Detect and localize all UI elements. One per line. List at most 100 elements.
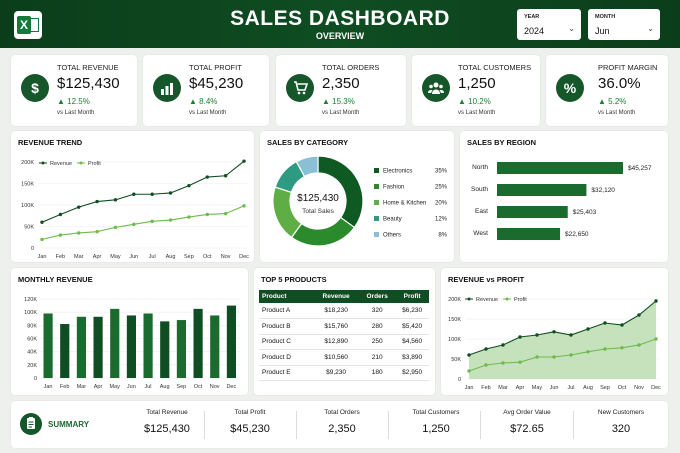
revenue-trend-chart: 0 50K 100K 150K 200K Jan Feb Mar Apr May Jun Jul Aug… [21,159,249,260]
table-cell: $18,230 [324,307,348,314]
data-point [40,220,44,224]
sales-by-region-chart: North $45,257 South $32,120 East $25,403 West $… [471,162,652,240]
data-point [569,333,573,337]
kpi-label: TOTAL REVENUE [57,63,119,72]
bar [43,313,53,378]
legend-label: Profit [514,297,527,303]
bar [226,305,236,378]
chevron-down-icon: ⌄ [568,24,575,33]
bar [76,316,86,378]
data-point [620,323,624,327]
kpi-card-total-orders: TOTAL ORDERS 2,350 ▲ 15.3% vs Last Month [276,55,406,126]
x-tick-label: Sep [176,384,186,390]
panel-title: REVENUE vs PROFIT [448,275,525,284]
summary-item: Total Orders 2,350 [324,409,360,435]
data-point [242,204,246,208]
kpi-label: TOTAL ORDERS [322,63,380,72]
legend-swatch [374,168,379,173]
data-point [518,335,522,339]
y-tick-label: 150K [448,317,461,323]
table-cell: $3,890 [402,353,423,361]
donut-center-label: Total Sales [302,208,334,215]
bar [193,308,203,378]
y-tick-label: 40K [27,350,37,356]
summary-item: Total Profit $45,230 [230,409,270,435]
x-tick-label: Jan [44,384,53,390]
kpi-value: $125,430 [57,75,120,92]
page-subtitle: OVERVIEW [315,31,365,41]
legend-label: Electronics [383,169,412,175]
table-cell: Product B [262,322,291,330]
kpi-card-total-profit: TOTAL PROFIT $45,230 ▲ 8.4% vs Last Mont… [143,55,269,126]
y-tick-label: 20K [27,363,37,369]
data-point [552,355,556,359]
x-tick-label: Jan [465,385,474,391]
x-tick-label: Jul [567,385,574,391]
legend-marker [41,161,45,165]
y-tick-label: 100K [21,203,34,209]
y-tick-label: 80K [27,323,37,329]
x-tick-label: Mar [74,254,84,260]
sales-by-category-chart: Electronics 35% Fashion 25% Home & Kitchen 20… [272,155,448,247]
table-header-row: Product Revenue Orders Profit [259,290,429,303]
top-products-panel: TOP 5 PRODUCTS Product Revenue Orders Pr… [254,268,435,395]
series-line-revenue [468,300,657,356]
series-line-profit [468,338,657,372]
kpi-value: $45,230 [189,75,244,92]
y-tick-label: 0 [458,377,461,383]
kpi-card-total-customers: TOTAL CUSTOMERS 1,250 ▲ 10.2% vs Last Mo… [412,55,540,126]
data-point [467,369,471,373]
x-tick-label: Sep [184,254,194,260]
x-tick-label: Apr [94,384,103,390]
data-point [223,211,228,216]
table-cell: 250 [371,338,383,346]
sales-by-category-panel: SALES BY CATEGORY Electronics 35% Fashion 2… [260,131,454,262]
month-select[interactable]: MONTH Jun ⌄ [588,9,660,40]
kpi-value: 1,250 [458,75,496,92]
panel-title: MONTHLY REVENUE [18,275,93,284]
data-point [205,212,209,217]
x-tick-label: Dec [226,384,236,390]
table-cell: Product E [262,369,291,377]
kpi-value: 36.0% [598,75,641,92]
divider [573,411,574,439]
bar [210,315,220,378]
panel-title: SALES BY CATEGORY [267,138,349,147]
year-select[interactable]: YEAR 2024 ⌄ [517,9,581,40]
bar [126,315,136,378]
data-point [242,159,246,163]
legend-label: Home & Kitchen [383,201,426,207]
series-line-profit [41,205,245,240]
divider [480,411,481,439]
x-tick-label: Apr [93,254,102,260]
x-tick-label: Mar [498,385,508,391]
kpi-label: TOTAL CUSTOMERS [458,63,532,72]
table-cell: 320 [371,307,383,314]
y-tick-label: 100K [24,310,37,316]
divider [296,411,297,439]
column-header: Orders [366,293,388,300]
clipboard-icon [20,413,42,435]
table-cell: $15,760 [324,322,348,330]
data-point [603,321,607,325]
data-point [132,222,136,227]
table-row: Product E $9,230 180 $2,950 [259,365,429,381]
legend-label: Revenue [50,161,72,167]
revenue-vs-profit-panel: REVENUE vs PROFIT 0 50K 100K 150K 200K Jan Feb… [441,268,668,395]
x-tick-label: May [532,385,543,391]
month-select-label: MONTH [595,14,616,20]
data-point [501,361,505,365]
summary-item: Total Revenue $125,430 [144,409,190,435]
donut-center-value: $125,430 [297,193,339,204]
table-cell: $9,230 [326,369,347,377]
summary-title: SUMMARY [48,420,90,429]
data-point [150,192,154,196]
kpi-change: ▲ 10.2% [458,97,491,106]
data-point [168,191,173,195]
x-tick-label: Oct [618,385,627,391]
y-tick-label: 50K [451,357,461,363]
bar [93,316,103,378]
panel-title: SALES BY REGION [467,138,537,147]
chevron-down-icon: ⌄ [647,24,654,33]
x-tick-label: Nov [221,254,231,260]
